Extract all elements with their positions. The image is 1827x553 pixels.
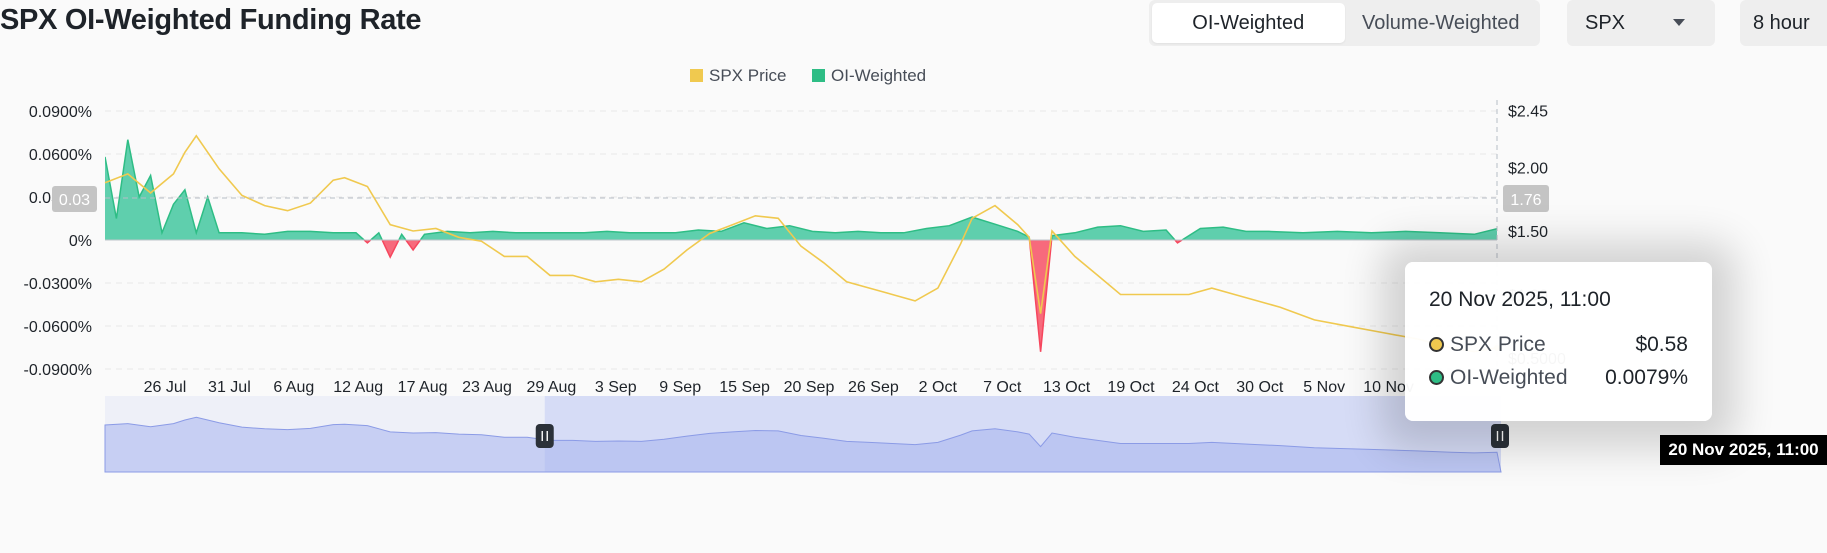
tooltip-price-value: $0.58 (1635, 332, 1688, 356)
left-crosshair-tag-bg (52, 186, 97, 212)
tooltip-row-price: SPX Price $0.58 (1429, 328, 1688, 361)
left-axis-tick-label: -0.0300% (24, 276, 93, 293)
tooltip-oi-name: OI-Weighted (1450, 365, 1568, 389)
right-crosshair-tag: 1.76 (1510, 192, 1541, 209)
chart-legend: SPX Price OI-Weighted (690, 66, 926, 85)
x-axis-tick-label: 26 Jul (144, 379, 187, 396)
x-axis-tick-label: 24 Oct (1172, 379, 1220, 396)
tooltip-price-name: SPX Price (1450, 332, 1546, 356)
spx-price-line (104, 134, 1498, 353)
range-brush[interactable] (104, 396, 1509, 473)
x-axis-tick-label: 7 Oct (983, 379, 1022, 396)
x-axis-tick-label: 17 Aug (398, 379, 448, 396)
tooltip-date: 20 Nov 2025, 11:00 (1429, 288, 1611, 311)
right-crosshair-tag-bg (1503, 185, 1549, 212)
left-axis-tick-label: 0.0600% (29, 147, 92, 164)
chart-tooltip: 20 Nov 2025, 11:00 SPX Price $0.58 OI-We… (1405, 262, 1712, 421)
x-axis-tick-label: 29 Aug (526, 379, 576, 396)
x-axis-tick-label: 20 Sep (784, 379, 835, 396)
x-axis-tick-label: 3 Sep (595, 379, 637, 396)
chart-axes: 0.0900%0.0600%0.0300%0%-0.0300%-0.0600%-… (24, 103, 1566, 396)
right-axis-tick-label: $2.00 (1508, 161, 1548, 178)
x-axis-tick-label: 10 Nov (1363, 379, 1414, 396)
x-axis-tick-label: 30 Oct (1236, 379, 1284, 396)
tooltip-price-dot (1429, 337, 1444, 352)
left-axis-tick-label: -0.0900% (24, 362, 93, 379)
x-crosshair-label: 20 Nov 2025, 11:00 (1660, 435, 1827, 465)
x-axis-tick-label: 12 Aug (333, 379, 383, 396)
left-axis-tick-label: 0% (69, 233, 92, 250)
x-axis-tick-label: 13 Oct (1043, 379, 1091, 396)
interval-select-value: 8 hour (1753, 11, 1810, 34)
tab-volume-weighted[interactable]: Volume-Weighted (1362, 11, 1520, 34)
chart-plot (104, 100, 1500, 372)
right-axis-tick-label: $1.50 (1508, 224, 1548, 241)
x-axis-tick-label: 31 Jul (208, 379, 251, 396)
x-axis-tick-label: 2 Oct (919, 379, 958, 396)
x-axis-tick-label: 19 Oct (1107, 379, 1155, 396)
legend-entry: SPX Price (709, 66, 786, 85)
interval-select[interactable]: 8 hour (1740, 0, 1827, 46)
right-axis-tick-label: $2.45 (1508, 103, 1548, 120)
tab-oi-weighted[interactable]: OI-Weighted (1152, 3, 1345, 43)
symbol-select-value: SPX (1585, 11, 1626, 34)
x-axis-tick-label: 26 Sep (848, 379, 899, 396)
brush-preview (104, 416, 1502, 473)
tooltip-oi-dot (1429, 370, 1444, 385)
chevron-down-icon (1673, 19, 1685, 26)
legend-swatch (812, 69, 825, 82)
page-title: SPX OI-Weighted Funding Rate (0, 4, 422, 36)
brush-handle (1491, 424, 1509, 448)
legend-entry: OI-Weighted (831, 66, 926, 85)
x-axis-tick-label: 23 Aug (462, 379, 512, 396)
left-crosshair-tag: 0.03 (59, 192, 90, 209)
x-axis-tick-label: 15 Sep (719, 379, 770, 396)
tooltip-row-oi: OI-Weighted 0.0079% (1429, 361, 1688, 394)
x-axis-tick-label: 9 Sep (659, 379, 701, 396)
tooltip-oi-value: 0.0079% (1605, 365, 1688, 389)
x-axis-tick-label: 6 Aug (273, 379, 314, 396)
weighting-toggle: OI-Weighted Volume-Weighted (1149, 0, 1540, 46)
oi-weighted-line (105, 139, 1497, 240)
legend-swatch (690, 69, 703, 82)
brush-handle (535, 424, 554, 448)
x-axis-tick-label: 5 Nov (1303, 379, 1345, 396)
symbol-select[interactable]: SPX (1567, 0, 1715, 46)
left-axis-tick-label: -0.0600% (24, 319, 93, 336)
left-axis-tick-label: 0.0900% (29, 104, 92, 121)
